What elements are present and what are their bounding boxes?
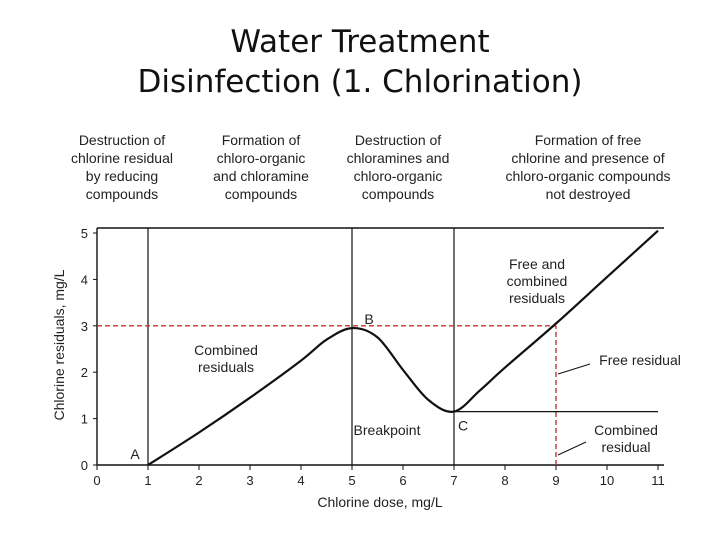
annotation-line: Free residual bbox=[599, 352, 681, 368]
plot-frame bbox=[96, 227, 664, 466]
phase-label-line: chlorine and presence of bbox=[511, 150, 664, 166]
phase-label-line: chloramines and bbox=[347, 150, 450, 166]
pointer-free-residual bbox=[557, 363, 591, 375]
y-tick-label: 0 bbox=[81, 458, 88, 473]
x-tick-label: 0 bbox=[93, 473, 100, 488]
phase-label-line: chlorine residual bbox=[71, 150, 173, 166]
x-tick-label: 3 bbox=[246, 473, 253, 488]
slide-title: Water Treatment Disinfection (1. Chlorin… bbox=[0, 22, 720, 102]
annotation-line: Breakpoint bbox=[354, 422, 421, 438]
y-tick-label: 4 bbox=[81, 272, 88, 287]
y-axis-label: Chlorine residuals, mg/L bbox=[51, 269, 67, 420]
phase-label-line: chloro-organic bbox=[217, 150, 306, 166]
phase-label-line: Formation of bbox=[222, 132, 301, 148]
title-line-2: Disinfection (1. Chlorination) bbox=[137, 64, 583, 100]
reference-lines bbox=[97, 325, 658, 465]
phase-label-line: compounds bbox=[86, 186, 158, 202]
phase-label-line: by reducing bbox=[86, 168, 158, 184]
x-tick-label: 6 bbox=[399, 473, 406, 488]
phase-label-line: chloro-organic bbox=[354, 168, 443, 184]
phase-label-line: Destruction of bbox=[79, 132, 165, 148]
phase-labels: Destruction of chlorine residual by reduci… bbox=[71, 132, 670, 202]
x-tick-label: 7 bbox=[450, 473, 457, 488]
phase-label-line: Destruction of bbox=[355, 132, 441, 148]
point-label: B bbox=[364, 311, 373, 327]
annotation-line: Free and bbox=[509, 256, 565, 272]
x-tick-label: 2 bbox=[195, 473, 202, 488]
pointer-combined-residual bbox=[557, 441, 587, 456]
annotation-line: combined bbox=[507, 273, 568, 289]
annotation-line: residual bbox=[601, 439, 650, 455]
phase-label-line: Formation of free bbox=[535, 132, 642, 148]
x-axis-label: Chlorine dose, mg/L bbox=[317, 494, 443, 510]
tick-labels: 0 1 2 3 4 5 6 7 8 9 10 11 0 1 2 3 4 5 bbox=[81, 226, 665, 488]
phase-label-line: compounds bbox=[225, 186, 297, 202]
x-tick-label: 11 bbox=[651, 473, 665, 488]
annotation-line: Combined bbox=[194, 342, 258, 358]
x-tick-label: 10 bbox=[600, 473, 614, 488]
x-tick-label: 8 bbox=[501, 473, 508, 488]
residual-curve bbox=[147, 229, 659, 466]
phase-label-line: not destroyed bbox=[546, 186, 631, 202]
y-tick-label: 5 bbox=[81, 226, 88, 241]
x-tick-label: 1 bbox=[144, 473, 151, 488]
y-tick-label: 1 bbox=[81, 412, 88, 427]
y-tick-label: 3 bbox=[81, 319, 88, 334]
annotation-line: residuals bbox=[509, 290, 565, 306]
annotation-line: residuals bbox=[198, 359, 254, 375]
x-tick-label: 5 bbox=[348, 473, 355, 488]
point-label: A bbox=[130, 446, 140, 462]
phase-label-line: compounds bbox=[362, 186, 434, 202]
y-tick-label: 2 bbox=[81, 365, 88, 380]
x-tick-label: 9 bbox=[552, 473, 559, 488]
title-line-1: Water Treatment bbox=[230, 24, 490, 60]
x-tick-label: 4 bbox=[297, 473, 304, 488]
annotation-line: Combined bbox=[594, 422, 658, 438]
point-label: C bbox=[458, 418, 468, 434]
phase-label-line: and chloramine bbox=[213, 168, 309, 184]
curve-group bbox=[147, 229, 659, 466]
phase-label-line: chloro-organic compounds bbox=[506, 168, 671, 184]
